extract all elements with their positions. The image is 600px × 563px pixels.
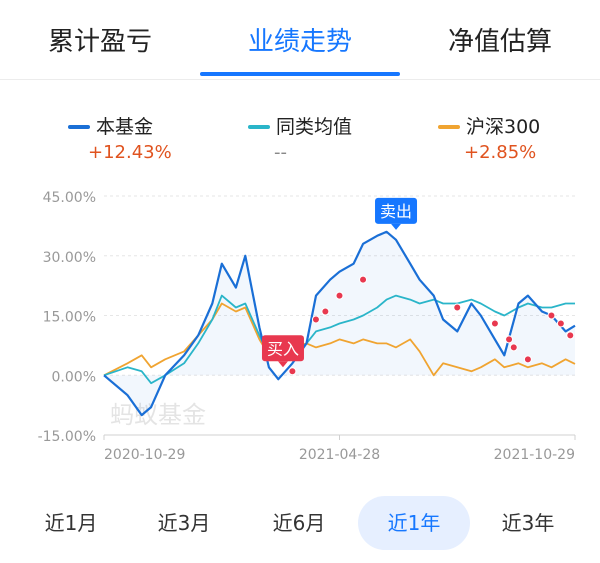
buy-badge	[261, 335, 304, 362]
legend-name-fund: 本基金	[96, 116, 154, 138]
legend-fund[interactable]: 本基金 +12.43%	[68, 112, 228, 172]
transaction-dot	[547, 311, 556, 320]
legend-swatch-hs300	[438, 125, 460, 129]
transaction-dot	[288, 367, 297, 376]
y-tick-label: 30.00%	[43, 250, 96, 266]
x-tick-label: 2021-10-29	[494, 447, 575, 463]
tab-divider	[0, 79, 600, 80]
tab-bar: 累计盈亏 业绩走势 净值估算	[0, 0, 600, 78]
x-tick-label: 2021-04-28	[299, 447, 380, 463]
series-line-fund	[103, 230, 576, 417]
legend-value-peer: --	[274, 142, 287, 163]
badge-pointer	[391, 223, 402, 230]
tab-performance-trend[interactable]: 业绩走势	[247, 27, 352, 57]
range-1y[interactable]: 近1年	[358, 496, 470, 550]
range-3m[interactable]: 近3月	[157, 511, 211, 535]
legend-swatch-peer	[248, 125, 270, 129]
transaction-dot	[335, 291, 344, 300]
x-tick-label: 2020-10-29	[104, 447, 185, 463]
y-tick-label: 45.00%	[43, 190, 96, 206]
active-tab-indicator	[200, 72, 400, 76]
transaction-dot	[311, 315, 320, 324]
transaction-dot	[359, 275, 368, 284]
range-1m[interactable]: 近1月	[44, 511, 98, 535]
transaction-dot	[321, 307, 330, 316]
y-tick-label: -15.00%	[38, 429, 96, 445]
buy-marker: 买入	[261, 335, 304, 368]
legend-value-hs300: +2.85%	[464, 142, 537, 163]
watermark-text: 蚂蚁基金	[110, 401, 206, 429]
buy-label: 买入	[267, 339, 299, 358]
transaction-dot	[453, 303, 462, 312]
tab-nav-estimate[interactable]: 净值估算	[447, 27, 552, 57]
legend-value-fund: +12.43%	[88, 142, 172, 163]
transaction-dot	[509, 343, 518, 352]
series-line-hs300	[103, 302, 576, 377]
sell-badge	[375, 197, 418, 224]
badge-pointer	[277, 361, 288, 368]
series-line-peer	[103, 294, 575, 385]
sell-marker: 卖出	[375, 197, 418, 230]
transaction-dot	[490, 319, 499, 328]
y-tick-label: 15.00%	[43, 310, 96, 326]
sell-label: 卖出	[380, 202, 412, 221]
transaction-dot	[556, 319, 565, 328]
legend-name-peer: 同类均值	[276, 116, 353, 138]
legend-hs300[interactable]: 沪深300 +2.85%	[438, 112, 588, 172]
tab-cumulative-pnl[interactable]: 累计盈亏	[47, 27, 152, 57]
transaction-dot	[523, 355, 532, 364]
range-3y[interactable]: 近3年	[501, 511, 555, 535]
legend-peer[interactable]: 同类均值 --	[248, 112, 408, 172]
range-6m[interactable]: 近6月	[272, 511, 326, 535]
performance-chart[interactable]: 45.00% 30.00% 15.00% 0.00% -15.00% 2020-10-29…	[0, 180, 600, 480]
legend-name-hs300: 沪深300	[466, 116, 541, 138]
y-tick-label: 0.00%	[52, 369, 96, 385]
range-selector: 近1月 近3月 近6月 近1年 近3年	[0, 490, 600, 556]
transaction-dot	[566, 331, 575, 340]
transaction-dot	[505, 335, 514, 344]
legend-swatch-fund	[68, 125, 90, 129]
